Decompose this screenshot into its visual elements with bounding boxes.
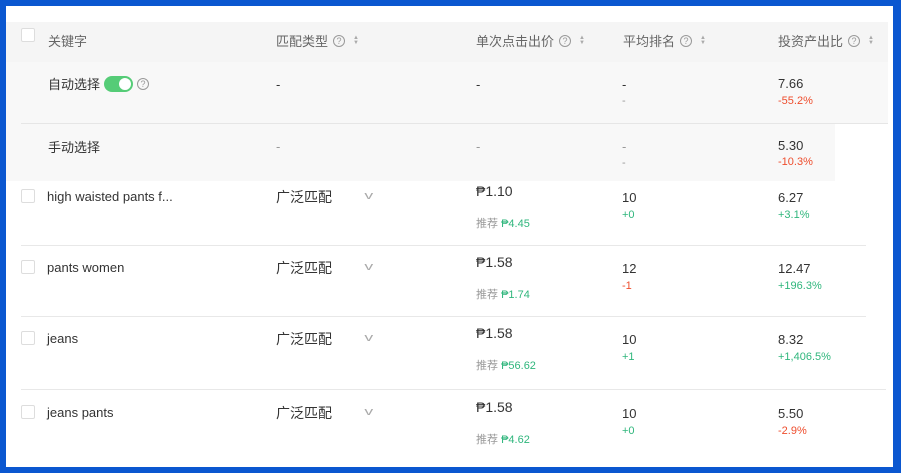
manual-select-label: 手动选择 bbox=[48, 140, 101, 155]
auto-roi: 7.66 bbox=[778, 76, 804, 91]
auto-rank: - bbox=[622, 77, 627, 92]
keyword-text: high waisted pants f... bbox=[47, 189, 173, 204]
roi-value: 6.27 bbox=[778, 190, 804, 205]
sort-icon[interactable]: ▲ ▼ bbox=[868, 34, 874, 46]
suggest-label: 推荐 bbox=[476, 289, 498, 301]
bid-value[interactable]: ₱1.10 bbox=[476, 183, 513, 199]
help-icon[interactable]: ? bbox=[137, 77, 150, 90]
suggest-label: 推荐 bbox=[476, 434, 498, 446]
keyword-text: pants women bbox=[47, 260, 125, 275]
suggest-value[interactable]: ₱1.74 bbox=[501, 289, 530, 301]
suggest-label: 推荐 bbox=[476, 360, 498, 372]
match-type-select[interactable]: 广泛匹配 bbox=[276, 189, 332, 205]
auto-bid: - bbox=[476, 77, 481, 92]
chevron-down-icon[interactable]: v bbox=[364, 406, 374, 418]
header-roi[interactable]: 投资产出比? ▲ ▼ bbox=[778, 31, 874, 50]
keyword-text: jeans bbox=[47, 331, 79, 346]
table-header bbox=[6, 22, 888, 62]
rank-change: +1 bbox=[622, 351, 635, 363]
roi-value: 8.32 bbox=[778, 332, 804, 347]
bid-value[interactable]: ₱1.58 bbox=[476, 325, 513, 341]
sort-icon[interactable]: ▲ ▼ bbox=[353, 34, 359, 46]
row-divider bbox=[21, 389, 886, 390]
suggest-label: 推荐 bbox=[476, 218, 498, 230]
chevron-down-icon[interactable]: v bbox=[364, 190, 374, 202]
roi-change: -2.9% bbox=[778, 425, 807, 437]
auto-select-label: 自动选择 bbox=[48, 77, 101, 92]
header-label: 关键字 bbox=[48, 34, 88, 49]
roi-change: +3.1% bbox=[778, 209, 810, 221]
suggest-value[interactable]: ₱4.62 bbox=[501, 434, 530, 446]
suggest-value[interactable]: ₱56.62 bbox=[501, 360, 536, 372]
header-keyword: 关键字 bbox=[48, 31, 87, 50]
sort-icon[interactable]: ▲ ▼ bbox=[700, 34, 706, 46]
chevron-down-icon[interactable]: v bbox=[364, 332, 374, 344]
row-divider bbox=[21, 316, 866, 317]
header-label: 投资产出比 bbox=[778, 34, 844, 49]
suggested-bid: 推荐 ₱4.45 bbox=[476, 215, 530, 231]
manual-roi: 5.30 bbox=[778, 138, 804, 153]
auto-row bbox=[6, 62, 888, 123]
auto-rank-change: - bbox=[622, 95, 626, 107]
match-type-select[interactable]: 广泛匹配 bbox=[276, 260, 332, 276]
manual-bid: - bbox=[476, 139, 481, 154]
suggested-bid: 推荐 ₱4.62 bbox=[476, 431, 530, 447]
auto-roi-change: -55.2% bbox=[778, 95, 813, 107]
bid-value[interactable]: ₱1.58 bbox=[476, 399, 513, 415]
help-icon[interactable]: ? bbox=[559, 34, 572, 47]
select-all-checkbox[interactable] bbox=[21, 28, 35, 42]
match-type-select[interactable]: 广泛匹配 bbox=[276, 331, 332, 347]
row-checkbox[interactable] bbox=[21, 405, 35, 419]
auto-select-cell: 自动选择 ? bbox=[48, 74, 150, 93]
manual-rank-change: - bbox=[622, 157, 626, 169]
bid-value[interactable]: ₱1.58 bbox=[476, 254, 513, 270]
match-type-select[interactable]: 广泛匹配 bbox=[276, 405, 332, 421]
header-match-type[interactable]: 匹配类型? ▲ ▼ bbox=[276, 31, 359, 50]
manual-row bbox=[6, 123, 835, 181]
rank-change: +0 bbox=[622, 425, 635, 437]
keyword-table: 关键字 匹配类型? ▲ ▼ 单次点击出价? ▲ ▼ 平均排名? ▲ ▼ 投资产出比? ▲ ▼ 自… bbox=[6, 6, 893, 467]
avg-rank: 10 bbox=[622, 406, 637, 421]
roi-value: 12.47 bbox=[778, 261, 811, 276]
roi-change: +196.3% bbox=[778, 280, 822, 292]
manual-match: - bbox=[276, 139, 281, 154]
header-cpc[interactable]: 单次点击出价? ▲ ▼ bbox=[476, 31, 585, 50]
auto-select-toggle[interactable] bbox=[104, 75, 134, 92]
help-icon[interactable]: ? bbox=[848, 34, 861, 47]
avg-rank: 10 bbox=[622, 190, 637, 205]
header-avg-rank[interactable]: 平均排名? ▲ ▼ bbox=[623, 31, 706, 50]
row-checkbox[interactable] bbox=[21, 189, 35, 203]
avg-rank: 10 bbox=[622, 332, 637, 347]
manual-rank: - bbox=[622, 139, 627, 154]
roi-change: +1,406.5% bbox=[778, 351, 831, 363]
header-label: 匹配类型 bbox=[276, 34, 329, 49]
row-divider bbox=[21, 245, 866, 246]
suggested-bid: 推荐 ₱56.62 bbox=[476, 357, 536, 373]
auto-match: - bbox=[276, 77, 281, 92]
row-checkbox[interactable] bbox=[21, 331, 35, 345]
manual-roi-change: -10.3% bbox=[778, 156, 813, 168]
avg-rank: 12 bbox=[622, 261, 637, 276]
suggested-bid: 推荐 ₱1.74 bbox=[476, 286, 530, 302]
suggest-value[interactable]: ₱4.45 bbox=[501, 218, 530, 230]
keyword-text: jeans pants bbox=[47, 405, 114, 420]
help-icon[interactable]: ? bbox=[333, 34, 346, 47]
sort-icon[interactable]: ▲ ▼ bbox=[579, 34, 585, 46]
header-label: 平均排名 bbox=[623, 34, 676, 49]
rank-change: -1 bbox=[622, 280, 632, 292]
chevron-down-icon[interactable]: v bbox=[364, 261, 374, 273]
row-checkbox[interactable] bbox=[21, 260, 35, 274]
help-icon[interactable]: ? bbox=[680, 34, 693, 47]
rank-change: +0 bbox=[622, 209, 635, 221]
roi-value: 5.50 bbox=[778, 406, 804, 421]
header-label: 单次点击出价 bbox=[476, 34, 555, 49]
